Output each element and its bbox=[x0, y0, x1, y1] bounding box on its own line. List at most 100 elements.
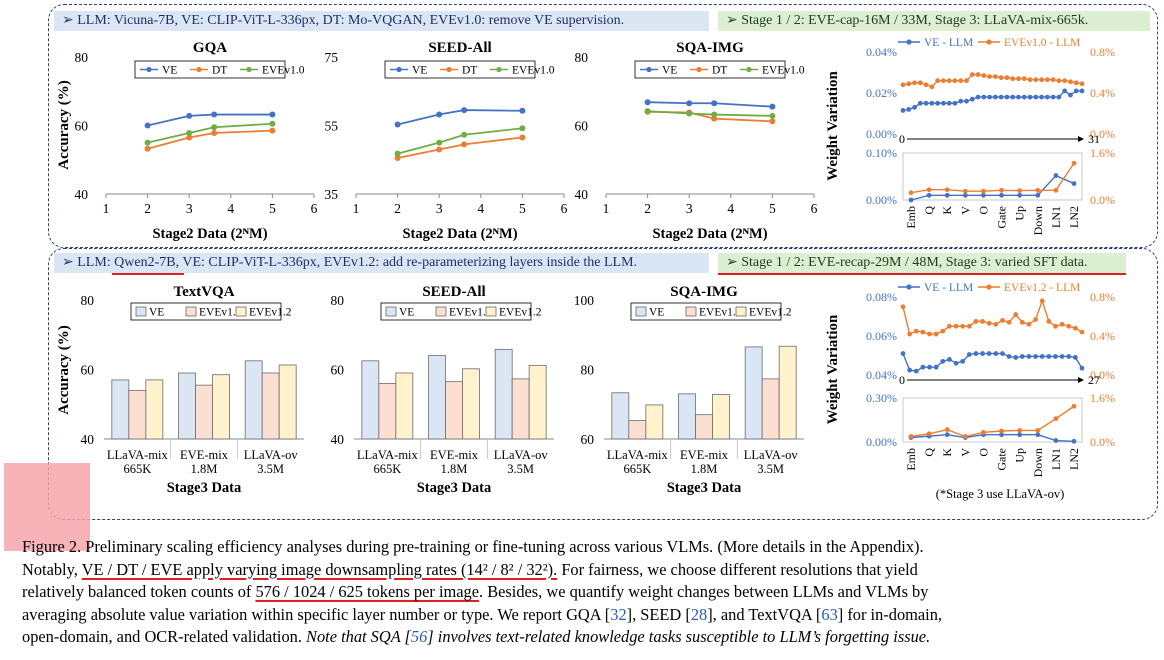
weight-point bbox=[1079, 329, 1085, 335]
x-tick-label: 2 bbox=[644, 201, 651, 216]
weight-point bbox=[1066, 354, 1072, 359]
category-label: 3.5M bbox=[257, 462, 284, 476]
data-point bbox=[711, 111, 718, 118]
weight-point bbox=[999, 432, 1004, 438]
y-tick-left: 0.02% bbox=[866, 86, 897, 100]
weight-point bbox=[1053, 354, 1058, 359]
legend-swatch-marker bbox=[246, 66, 252, 73]
weight-point bbox=[1062, 78, 1068, 84]
ref-56[interactable]: 56 bbox=[410, 627, 428, 647]
weight-point bbox=[944, 192, 950, 198]
data-point bbox=[186, 130, 193, 137]
layer-type-label: Emb bbox=[904, 448, 918, 471]
legend-swatch-marker bbox=[446, 66, 452, 73]
legend-label: EVEv1.0 bbox=[199, 307, 242, 319]
weight-point bbox=[906, 81, 912, 87]
y-tick-right: 0.0% bbox=[1090, 127, 1115, 141]
legend-swatch-bar bbox=[135, 306, 147, 317]
layer-end-label: 27 bbox=[1088, 373, 1100, 387]
data-point bbox=[211, 130, 218, 137]
x-tick-label: 4 bbox=[727, 201, 734, 216]
legend-swatch-marker bbox=[646, 66, 652, 73]
weight-point bbox=[906, 107, 912, 112]
legend-swatch-marker bbox=[906, 284, 912, 290]
highlight-box bbox=[4, 463, 90, 551]
weight-point bbox=[923, 82, 929, 88]
weight-point bbox=[1019, 319, 1025, 325]
ref-63[interactable]: 63 bbox=[821, 604, 838, 624]
y-tick-label: 60 bbox=[331, 363, 345, 378]
y-tick-right: 0.8% bbox=[1090, 290, 1115, 304]
weight-point bbox=[1017, 192, 1023, 198]
data-point bbox=[394, 155, 401, 162]
weight-point bbox=[907, 367, 913, 373]
category-label: 3.5M bbox=[757, 462, 784, 476]
weight-point bbox=[1071, 181, 1077, 186]
weight-point bbox=[1000, 318, 1005, 323]
data-point bbox=[436, 139, 443, 146]
bar bbox=[244, 360, 263, 440]
weight-point bbox=[1044, 94, 1050, 100]
legend-label: EVEv1.0 bbox=[262, 65, 305, 77]
data-point bbox=[769, 118, 776, 125]
weight-point bbox=[1079, 88, 1085, 94]
layer-start-label: 0 bbox=[899, 132, 905, 146]
y-tick-left: 0.04% bbox=[866, 368, 897, 382]
ref-32[interactable]: 32 bbox=[610, 604, 627, 624]
weight-point bbox=[1073, 80, 1079, 86]
data-point bbox=[686, 110, 693, 117]
ref-28[interactable]: 28 bbox=[690, 604, 708, 624]
data-point bbox=[461, 107, 468, 114]
category-label: 3.5M bbox=[507, 462, 534, 476]
y-tick-right: 0.0% bbox=[1090, 193, 1115, 207]
x-axis-label: Stage3 Data bbox=[667, 480, 742, 496]
weight-point bbox=[1053, 323, 1058, 329]
category-label: 1.8M bbox=[441, 462, 468, 476]
legend-swatch-marker bbox=[906, 39, 912, 45]
weight-point bbox=[935, 78, 941, 84]
data-point bbox=[644, 108, 651, 115]
data-point bbox=[144, 145, 151, 152]
weight-point bbox=[912, 104, 917, 110]
y-tick-label: 75 bbox=[325, 50, 339, 65]
x-tick-label: 4 bbox=[227, 201, 234, 216]
weight-point bbox=[973, 318, 979, 324]
layer-type-label: O bbox=[976, 448, 990, 457]
weight-point bbox=[1016, 94, 1021, 100]
weight-point bbox=[917, 100, 923, 106]
bar bbox=[678, 393, 696, 440]
weight-point bbox=[998, 94, 1004, 100]
weight-series-line bbox=[910, 405, 1075, 438]
y-tick-right: 0.4% bbox=[1090, 86, 1115, 100]
bar bbox=[278, 364, 297, 440]
weight-point bbox=[1050, 94, 1056, 100]
y-tick-label: 80 bbox=[581, 363, 595, 378]
weight-point bbox=[1033, 77, 1039, 83]
top-header-right: ➢ Stage 1 / 2: EVE-cap-16M / 33M, Stage … bbox=[718, 11, 1150, 31]
bottom-header-prefix: ➢ LLM: bbox=[62, 255, 115, 270]
weight-series-line bbox=[910, 433, 1075, 442]
layer-type-label: Down bbox=[1031, 206, 1045, 235]
y-tick-label: 80 bbox=[81, 293, 95, 308]
legend-box bbox=[384, 60, 536, 79]
bar bbox=[212, 374, 230, 440]
weight-point bbox=[917, 80, 923, 86]
category-label: EVE-mix bbox=[680, 448, 729, 462]
y-tick-left: 0.08% bbox=[866, 290, 897, 304]
bottom-header-model: Qwen2-7B bbox=[114, 255, 176, 270]
weight-point bbox=[944, 432, 950, 438]
data-point bbox=[269, 127, 276, 134]
weight-point bbox=[962, 192, 968, 198]
y-tick-left: 0.10% bbox=[866, 146, 897, 160]
bar bbox=[494, 348, 513, 440]
weight-point bbox=[1027, 94, 1033, 100]
weight-point bbox=[947, 357, 952, 362]
legend-label: EVEv1.2 bbox=[249, 307, 292, 319]
series-line bbox=[397, 136, 523, 159]
weight-point bbox=[1017, 188, 1023, 194]
bottom-header-right-rest: -29M / 48M, Stage 3: varied SFT data. bbox=[870, 255, 1088, 270]
weight-point bbox=[920, 329, 926, 335]
legend-label: EVEv1.0 bbox=[699, 307, 742, 319]
x-tick-label: 3 bbox=[436, 201, 443, 216]
weight-point bbox=[1062, 88, 1068, 94]
